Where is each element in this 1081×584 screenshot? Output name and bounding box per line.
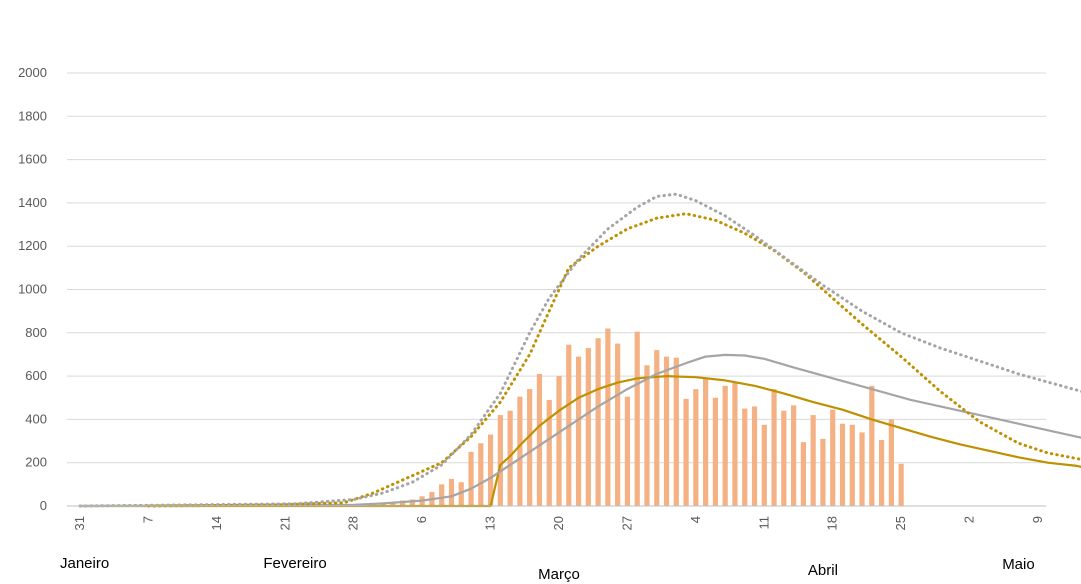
bar — [800, 442, 806, 506]
month-label: Janeiro — [60, 555, 109, 572]
bar — [487, 434, 494, 506]
bar — [712, 397, 719, 506]
bar — [791, 405, 797, 506]
bar — [781, 410, 787, 506]
bar — [771, 389, 777, 506]
bar — [683, 398, 689, 506]
series-line-gray-solid — [79, 353, 1081, 508]
bar — [634, 331, 640, 506]
bar — [820, 438, 826, 506]
bar — [468, 451, 474, 506]
series-line-gray-dotted — [78, 192, 1081, 508]
y-tick-label: 1200 — [18, 238, 47, 253]
bar — [399, 500, 406, 506]
axis-layer: 0 200 400 600 800 1000 1200 1400 1600 1800 2000 31 7… — [18, 65, 1046, 583]
bar — [869, 385, 875, 506]
month-label: Maio — [1002, 556, 1035, 573]
bar — [605, 328, 611, 506]
bar — [517, 396, 523, 506]
x-tick-label: 7 — [140, 516, 155, 523]
y-tick-label: 1800 — [18, 108, 47, 123]
bar — [497, 415, 503, 506]
month-label: Abril — [808, 562, 838, 579]
bar — [654, 350, 660, 506]
x-tick-label: 25 — [893, 516, 908, 530]
bar — [751, 406, 758, 506]
bar — [830, 409, 836, 506]
bar — [458, 482, 464, 506]
bar — [878, 439, 885, 506]
bar — [761, 424, 767, 506]
x-tick-label: 28 — [346, 516, 361, 530]
x-tick-label: 21 — [277, 516, 292, 530]
bar — [732, 382, 738, 506]
x-tick-label: 6 — [414, 516, 429, 523]
bar — [644, 365, 650, 506]
bar — [556, 376, 562, 506]
bar — [536, 373, 543, 506]
x-tick-label: 13 — [483, 516, 498, 530]
y-tick-label: 2000 — [18, 65, 47, 80]
bar — [390, 502, 396, 506]
series-line-gold-dotted — [146, 212, 1081, 508]
bar — [693, 389, 699, 506]
bar — [663, 356, 670, 506]
bar — [898, 463, 904, 506]
y-tick-label: 1600 — [18, 152, 47, 167]
x-tick-label: 14 — [209, 516, 224, 530]
bar — [673, 357, 679, 506]
bar — [585, 347, 591, 506]
bar — [810, 415, 816, 506]
bar — [478, 443, 484, 506]
bar — [595, 338, 601, 506]
bar — [409, 499, 415, 506]
y-tick-label: 600 — [25, 368, 47, 383]
lines-layer — [78, 192, 1081, 508]
bars-layer — [360, 328, 904, 506]
bar — [448, 478, 455, 506]
bar — [507, 410, 513, 506]
y-tick-label: 1400 — [18, 195, 47, 210]
bar — [439, 484, 445, 506]
x-tick-label: 20 — [551, 516, 566, 530]
grid-layer — [67, 72, 1046, 464]
bar — [888, 419, 894, 506]
x-tick-label: 9 — [1030, 516, 1045, 523]
x-tick-label: 4 — [688, 516, 703, 523]
bar — [380, 503, 386, 506]
bar — [575, 356, 582, 506]
y-tick-label: 400 — [25, 411, 47, 426]
y-tick-label: 200 — [25, 455, 47, 470]
bar — [722, 385, 728, 506]
bar — [742, 408, 748, 506]
month-label: Março — [538, 566, 580, 583]
y-tick-label: 0 — [40, 498, 47, 513]
bar — [839, 423, 846, 506]
x-tick-label: 31 — [72, 516, 87, 530]
month-label: Fevereiro — [263, 555, 326, 572]
x-tick-label: 11 — [756, 516, 771, 530]
bar — [703, 378, 709, 506]
x-tick-label: 18 — [825, 516, 840, 530]
bar — [527, 389, 533, 506]
y-tick-label: 800 — [25, 325, 47, 340]
bar — [849, 424, 855, 506]
bar — [859, 432, 865, 506]
bar — [624, 396, 631, 506]
x-tick-label: 27 — [619, 516, 634, 530]
series-line-gold-solid — [80, 375, 1081, 508]
bar — [546, 399, 552, 506]
y-tick-label: 1000 — [18, 282, 47, 297]
x-tick-label: 2 — [962, 516, 977, 523]
bar — [615, 343, 621, 506]
